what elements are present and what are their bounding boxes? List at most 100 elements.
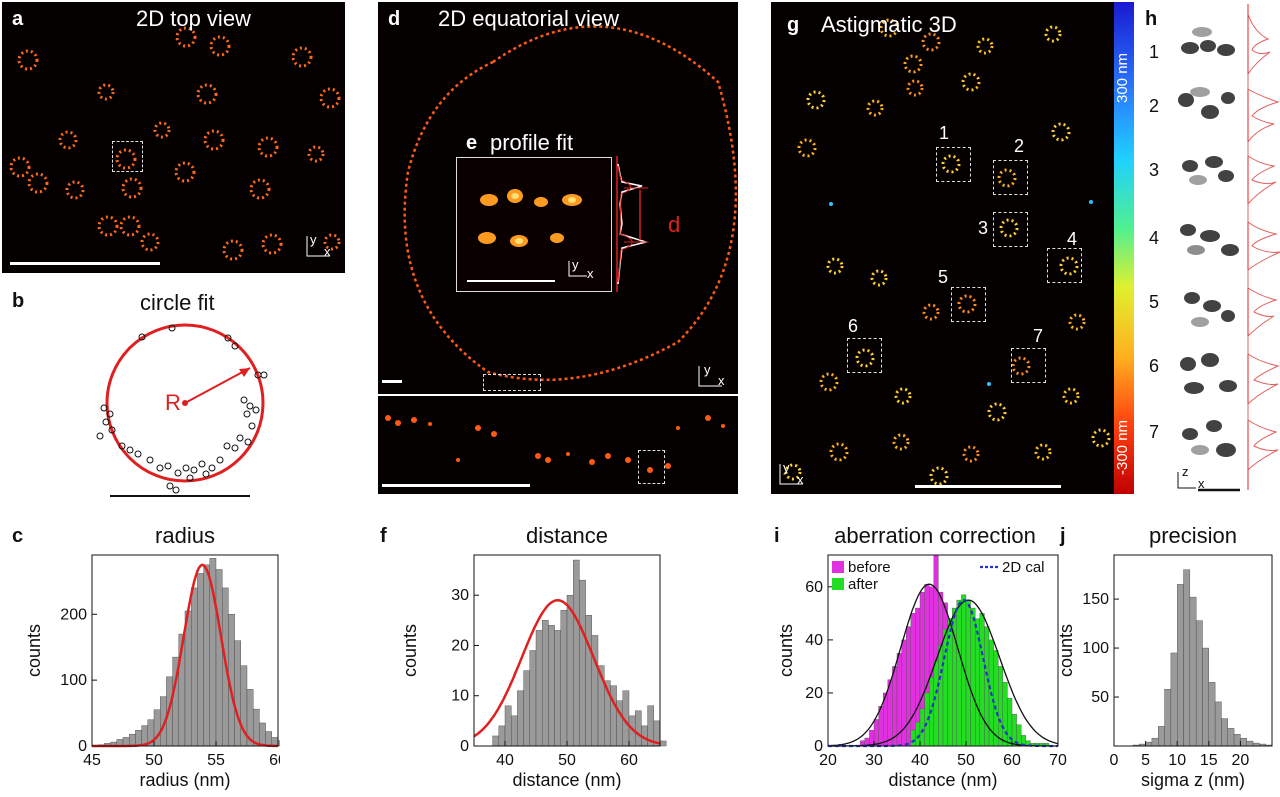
- chart-j-xtick-label-1: 5: [1141, 752, 1150, 769]
- chart-c-bar-main-5: [128, 733, 136, 747]
- panel-d-bottom-strip: [378, 396, 738, 494]
- chart-j-ytick-label-2: 150: [1082, 591, 1109, 608]
- chart-i-bar-after-1: [915, 721, 921, 747]
- chart-i-xtick-label-5: 70: [1049, 752, 1067, 769]
- chart-f-bar-main-4: [504, 705, 512, 747]
- chart-f-title: distance: [526, 525, 608, 548]
- chart-f-xtick-label-2: 60: [620, 752, 638, 769]
- chart-i-bar-after-9: [951, 607, 957, 747]
- chart-j-xlabel: sigma z (nm): [1141, 770, 1245, 790]
- chart-j-bar-main-14: [1221, 718, 1228, 747]
- chart-c-xlabel: radius (nm): [139, 770, 230, 790]
- chart-i-legend-label-after: after: [848, 576, 878, 593]
- chart-f-bar-main-5: [510, 715, 518, 747]
- chart-i-legend-swatch-before: [832, 561, 844, 573]
- panel-g-colorbar-bottom-label: -300 nm: [1114, 419, 1131, 475]
- panel-g-box-3-label: 3: [978, 218, 989, 238]
- chart-j-bar-main-12: [1208, 682, 1216, 747]
- panel-d-scalebar: [382, 380, 402, 383]
- chart-c-bar-main-15: [190, 587, 198, 747]
- chart-i-ytick-label-2: 40: [805, 632, 823, 649]
- chart-f-bar-main-8: [529, 650, 537, 747]
- chart-f-bar-main-13: [560, 610, 568, 747]
- panel-h-row-7-label: 7: [1149, 422, 1160, 442]
- panel-h-row-2-label: 2: [1149, 96, 1160, 116]
- chart-i-bar-before-11: [910, 613, 916, 747]
- chart-f: distance 40 50 60 0 10 20 30 distance (nm) counts: [400, 525, 667, 790]
- panel-h-row-5-label: 5: [1149, 292, 1160, 312]
- chart-j-bar-main-13: [1214, 701, 1222, 747]
- chart-i-bar-after-15: [979, 613, 985, 747]
- panel-g-box-2: [993, 160, 1028, 195]
- panel-g-colorbar: [1114, 2, 1134, 494]
- panel-a-axis-indicator: [306, 236, 330, 257]
- chart-f-ytick-label-2: 20: [451, 637, 469, 654]
- panel-g-box-4-label: 4: [1067, 229, 1078, 249]
- chart-i-bar-after-5: [933, 660, 939, 747]
- panel-f-label: f: [380, 525, 387, 547]
- chart-c-bar-main-25: [252, 708, 260, 747]
- chart-j-xtick-label-4: 20: [1232, 752, 1250, 769]
- panel-g-box-6-label: 6: [848, 316, 859, 336]
- panel-b-title: circle fit: [140, 290, 215, 315]
- chart-j-bar-main-3: [1151, 737, 1159, 747]
- chart-c-bar-main-22: [234, 640, 242, 747]
- panel-e-d-label: d: [668, 212, 681, 237]
- chart-i-ylabel: counts: [780, 624, 796, 677]
- panel-e-title: profile fit: [490, 130, 574, 155]
- chart-c-ytick-label-2: 200: [60, 606, 87, 623]
- chart-f-bar-main-21: [610, 685, 617, 747]
- panel-g-box-5-label: 5: [938, 267, 949, 287]
- chart-c-bar-main-16: [197, 573, 204, 747]
- chart-j-bar-main-9: [1189, 596, 1197, 747]
- panel-d-selection-box: [483, 374, 541, 391]
- chart-j-bar-main-8: [1183, 569, 1191, 747]
- panel-i-label: i: [774, 525, 780, 547]
- panel-a-selection-box: [112, 141, 143, 172]
- chart-f-xtick-label-1: 50: [558, 752, 576, 769]
- panel-d-label: d: [388, 8, 401, 30]
- chart-i-legend-label-cal: 2D cal: [1002, 559, 1045, 576]
- chart-i-bar-after-13: [970, 607, 976, 747]
- panel-g-box-3: [993, 212, 1028, 247]
- chart-i-xtick-label-4: 60: [1003, 752, 1021, 769]
- chart-c-bar-main-14: [184, 610, 192, 747]
- chart-i-xtick-label-3: 50: [957, 752, 975, 769]
- panel-h-row-6-label: 6: [1149, 356, 1160, 376]
- chart-f-xtick-label-0: 40: [496, 752, 514, 769]
- chart-j-bar-main-17: [1240, 737, 1247, 747]
- panel-e-axis-y: y: [572, 257, 579, 272]
- chart-i-xlabel: distance (nm): [888, 770, 997, 790]
- panel-g-box-7-label: 7: [1033, 326, 1044, 346]
- chart-j: precision 0 5 10 15 20 50 100 150 sigma z (nm) cou…: [1058, 525, 1273, 790]
- chart-c-ylabel: counts: [24, 624, 44, 677]
- chart-i-bar-after-20: [1002, 682, 1008, 747]
- chart-j-bar-main-4: [1158, 726, 1165, 747]
- panel-h-row-3-label: 3: [1149, 160, 1160, 180]
- panel-g-axis-indicator: [779, 464, 803, 485]
- chart-c-bar-main-26: [259, 722, 266, 747]
- chart-f-bar-main-3: [498, 725, 506, 747]
- chart-i-bar-after-10: [956, 599, 962, 747]
- chart-j-xtick-label-3: 15: [1200, 752, 1218, 769]
- chart-i-bar-before-2: [869, 729, 875, 747]
- panel-d-strip-dots: [385, 415, 725, 473]
- panel-d-axis-indicator: [698, 366, 722, 387]
- panel-h-row-4-label: 4: [1149, 228, 1160, 248]
- chart-i-bar-after-18: [993, 650, 999, 747]
- chart-i-bar-after-7: [942, 629, 948, 747]
- chart-f-bar-main-11: [548, 625, 555, 747]
- chart-i-fit-before: [827, 583, 1058, 747]
- panel-g-axis-x: x: [797, 472, 804, 487]
- chart-f-bar-main-10: [541, 620, 549, 747]
- panel-h-axis-x: x: [1198, 476, 1205, 491]
- chart-f-ytick-label-0: 0: [460, 738, 469, 755]
- panel-e-label: e: [466, 132, 478, 154]
- chart-i-bar-before-3: [873, 719, 879, 747]
- chart-j-bar-main-6: [1170, 652, 1178, 747]
- chart-i-bar-after-0: [910, 729, 916, 747]
- chart-f-bar-main-16: [579, 579, 586, 747]
- panel-g-axis-y: y: [783, 460, 790, 475]
- chart-j-bar-main-16: [1233, 734, 1241, 747]
- chart-j-bar-main-5: [1164, 688, 1172, 747]
